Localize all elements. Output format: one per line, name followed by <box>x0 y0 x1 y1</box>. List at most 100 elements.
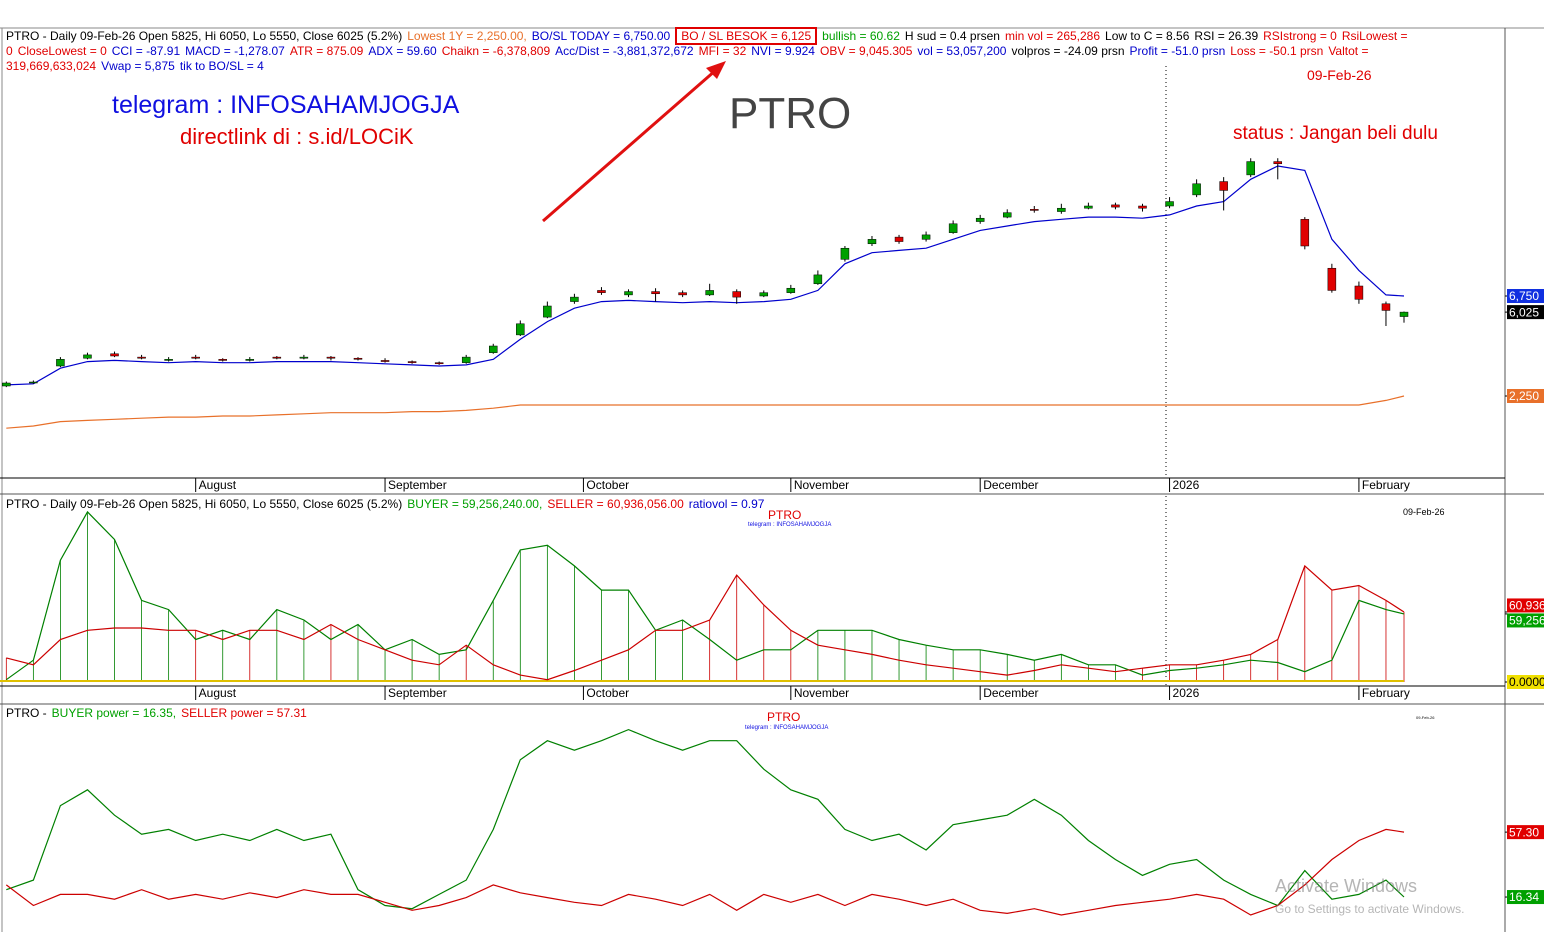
indicator-info: PTRO - Daily 09-Feb-26 Open 5825, Hi 605… <box>6 27 1456 74</box>
series-line <box>5 828 1405 916</box>
info-item: PTRO - Daily 09-Feb-26 Open 5825, Hi 605… <box>6 497 403 511</box>
candle-body <box>245 359 255 361</box>
candle-body <box>1381 303 1391 311</box>
candle-body <box>1138 205 1147 209</box>
x-tick-label: August <box>199 686 237 700</box>
info-item: vol = 53,057,200 <box>917 44 1007 58</box>
candle-body <box>110 353 119 357</box>
date-label: 09-Feb-26 <box>1307 67 1372 83</box>
info-item: volpros = -24.09 prsn <box>1011 44 1125 58</box>
y-tick-label: 0.0000 <box>1509 675 1544 689</box>
candle-body <box>975 217 985 222</box>
y-tick-box <box>1507 675 1544 689</box>
candle-body <box>1219 181 1228 191</box>
arrow-head <box>706 61 726 79</box>
info-item: Lowest 1Y = 2,250.00, <box>407 29 527 43</box>
y-tick-label: 2,250 <box>1509 389 1539 403</box>
candle-body <box>786 287 796 293</box>
candle-body <box>543 305 552 318</box>
info-item: NVI = 9.924 <box>751 44 815 58</box>
x-tick-label: December <box>983 478 1038 492</box>
series-line <box>6 165 1405 386</box>
info-item: SELLER = 60,936,056.00 <box>547 497 684 511</box>
volume-info: PTRO - Daily 09-Feb-26 Open 5825, Hi 605… <box>6 497 1456 512</box>
candle-body <box>29 381 38 384</box>
candle-body <box>56 359 65 367</box>
info-item: Acc/Dist = -3,881,372,672 <box>555 44 694 58</box>
candle-body <box>1030 209 1039 211</box>
y-tick-box <box>1507 598 1544 613</box>
info-item: tik to BO/SL = 4 <box>179 59 264 73</box>
candle-body <box>1111 204 1120 208</box>
candle-body <box>1354 285 1364 300</box>
candle-body <box>651 291 660 295</box>
candle-body <box>1273 161 1283 165</box>
candle-body <box>894 236 904 242</box>
y-tick-label: 16.34 <box>1509 890 1539 904</box>
info-item: ATR = 875.09 <box>289 44 364 58</box>
candle-body <box>678 292 687 296</box>
x-tick-label: August <box>199 478 237 492</box>
candle-body <box>380 360 390 362</box>
candle-body <box>272 356 282 359</box>
y-tick-box <box>1507 613 1544 628</box>
candle-body <box>407 361 417 363</box>
x-tick-label: October <box>586 478 629 492</box>
y-tick-label: 57.30 <box>1509 825 1539 839</box>
info-item: PTRO - <box>6 706 47 720</box>
candle-body <box>1192 183 1201 196</box>
y-tick-label: 59,256,240 <box>1509 614 1544 628</box>
info-item: BUYER power = 16.35, <box>51 706 177 720</box>
candle-body <box>813 274 823 285</box>
info-item: H sud = 0.4 prsen <box>904 29 1000 43</box>
candle-body <box>867 239 877 245</box>
x-tick-label: 2026 <box>1173 478 1200 492</box>
info-item: Loss = -50.1 prsn <box>1230 44 1324 58</box>
watermark: Activate Windows <box>1275 876 1418 896</box>
x-tick-label: 2026 <box>1173 686 1200 700</box>
info-item: RSIstrong = 0 <box>1263 29 1337 43</box>
candle-body <box>164 359 173 361</box>
power-info: PTRO - BUYER power = 16.35, SELLER power =… <box>6 706 1456 721</box>
info-item: SELLER power = 57.31 <box>181 706 307 720</box>
y-tick-label: 6,750 <box>1509 289 1539 303</box>
candle-body <box>191 356 200 359</box>
x-tick-label: February <box>1362 686 1410 700</box>
x-tick-label: November <box>794 478 849 492</box>
candle-body <box>137 356 146 359</box>
candle-body <box>732 291 741 298</box>
candle-body <box>489 345 498 353</box>
candle-body <box>1246 161 1255 176</box>
series-line <box>6 728 1405 910</box>
info-item: Profit = -51.0 prsn <box>1129 44 1226 58</box>
info-item: RsiLowest = 0 <box>6 29 1408 58</box>
candle-body <box>1399 311 1409 317</box>
info-item: OBV = 9,045.305 <box>819 44 913 58</box>
candle-body <box>624 291 633 296</box>
info-item: Chaikn = -6,378,809 <box>441 44 551 58</box>
info-item: min vol = 265,286 <box>1004 29 1101 43</box>
info-item: BUYER = 59,256,240.00, <box>407 497 543 511</box>
info-item: Valtot = 319,669,633,024 <box>6 44 1369 73</box>
info-item: MACD = -1,278.07 <box>185 44 285 58</box>
candle-body <box>218 359 227 361</box>
candle-body <box>434 362 444 365</box>
link-label: directlink di : s.id/LOCiK <box>180 124 414 149</box>
candle-body <box>948 223 958 233</box>
y-tick-box <box>1507 289 1544 303</box>
x-tick-label: September <box>388 478 447 492</box>
candle-body <box>1084 205 1093 209</box>
panel-title: PTRO <box>768 508 802 522</box>
marks: August September October November December 20… <box>0 158 1544 916</box>
candle-body <box>461 356 471 363</box>
date-label: 09-Feb-26 <box>1403 507 1445 517</box>
telegram-label: telegram : INFOSAHAMJOGJA <box>112 91 460 119</box>
y-tick-label: 60,936,056 <box>1509 599 1544 613</box>
x-tick-label: November <box>794 686 849 700</box>
y-tick-box <box>1507 890 1544 905</box>
panel-title: PTRO <box>767 710 801 724</box>
candle-body <box>921 234 931 240</box>
x-tick-label: December <box>983 686 1038 700</box>
candle-body <box>326 356 336 359</box>
info-item: Vwap = 5,875 <box>101 59 175 73</box>
